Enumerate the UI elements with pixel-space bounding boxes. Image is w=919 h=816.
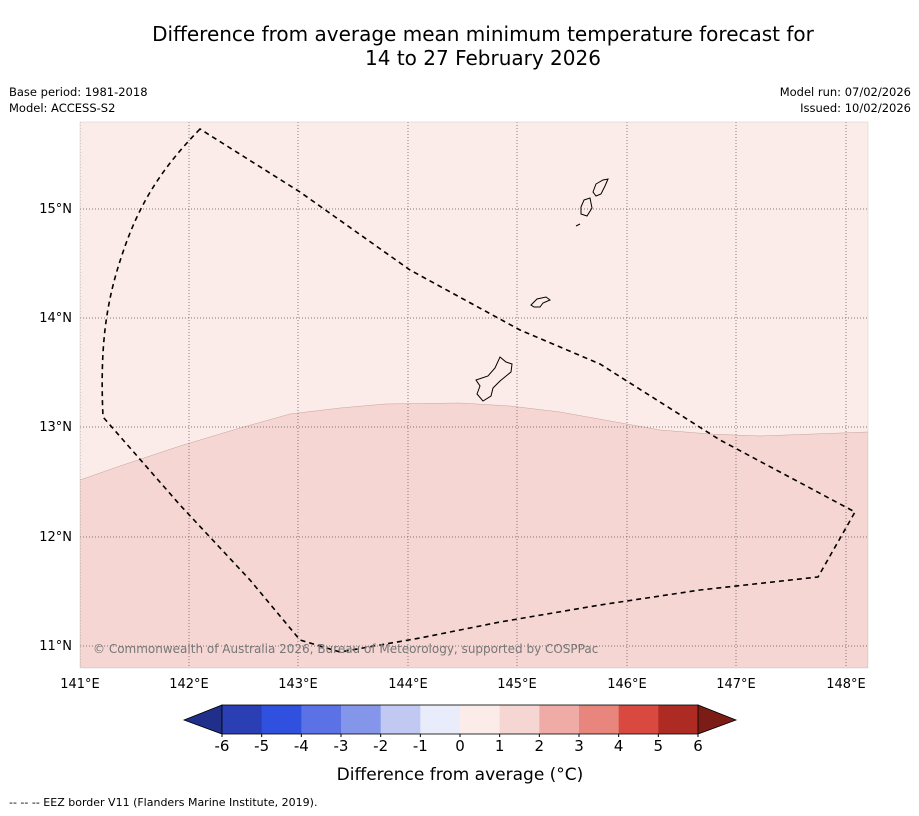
lat-axis: 15°N 14°N 13°N 12°N 11°N <box>39 202 72 654</box>
model-run: Model run: 07/02/2026 <box>779 85 911 99</box>
colorbar: -6 -5 -4 -3 -2 -1 0 1 2 3 4 5 6 Difference from aver… <box>182 704 738 785</box>
lon-tick-label: 142°E <box>169 677 209 692</box>
lon-tick-label: 148°E <box>826 677 866 692</box>
islands <box>475 178 609 402</box>
metadata-right: Model run: 07/02/2026 Issued: 10/02/2026 <box>780 84 911 116</box>
map-region-1-to-2 <box>80 402 868 668</box>
lon-tick-label: 144°E <box>388 677 428 692</box>
colorbar-tick-label: -5 <box>254 737 269 755</box>
colorbar-cell <box>658 705 699 734</box>
lon-tick-label: 146°E <box>607 677 647 692</box>
chart-title: Difference from average mean minimum tem… <box>0 22 919 70</box>
colorbar-tick-label: 5 <box>654 737 664 755</box>
colorbar-cell <box>539 705 580 734</box>
lat-tick-label: 11°N <box>39 639 72 654</box>
lat-tick-label: 15°N <box>39 202 72 217</box>
colorbar-cell <box>261 705 302 734</box>
lon-tick-label: 147°E <box>716 677 756 692</box>
colorbar-label: Difference from average (°C) <box>337 765 584 785</box>
colorbar-tick-label: 4 <box>614 737 624 755</box>
colorbar-cell <box>341 705 382 734</box>
colorbar-cell <box>579 705 620 734</box>
colorbar-cell <box>618 705 659 734</box>
lon-axis: 141°E 142°E 143°E 144°E 145°E 146°E 147°… <box>60 677 866 692</box>
colorbar-cell <box>222 705 263 734</box>
island-aguijan <box>575 223 581 227</box>
metadata-left: Base period: 1981-2018 Model: ACCESS-S2 <box>9 84 148 116</box>
lon-tick-label: 145°E <box>497 677 537 692</box>
lon-tick-label: 143°E <box>278 677 318 692</box>
lat-tick-label: 14°N <box>39 311 72 326</box>
colorbar-tick-label: 3 <box>574 737 584 755</box>
island-saipan <box>592 178 609 197</box>
colorbar-tick-label: -2 <box>373 737 388 755</box>
eez-border <box>101 127 857 653</box>
island-rota <box>530 296 551 308</box>
colorbar-tick-label: 1 <box>495 737 505 755</box>
colorbar-tick-label: -4 <box>294 737 309 755</box>
colorbar-tick-label: -6 <box>215 737 230 755</box>
copyright-text: © Commonwealth of Australia 2026, Bureau… <box>93 642 598 656</box>
colorbar-cell <box>420 705 461 734</box>
lat-tick-label: 13°N <box>39 420 72 435</box>
colorbar-tick-label: -3 <box>334 737 349 755</box>
island-guam <box>475 356 513 402</box>
model-name: Model: ACCESS-S2 <box>9 101 116 115</box>
colorbar-tick-label: 2 <box>535 737 545 755</box>
colorbar-over-arrow <box>697 704 738 735</box>
colorbar-cell <box>380 705 421 734</box>
colorbar-cell <box>460 705 501 734</box>
colorbar-cell <box>499 705 540 734</box>
island-tinian <box>580 197 593 217</box>
colorbar-cell <box>301 705 342 734</box>
footnote-eez: -- -- -- EEZ border V11 (Flanders Marine… <box>9 796 318 809</box>
title-line-1: Difference from average mean minimum tem… <box>152 22 814 46</box>
issued-date: Issued: 10/02/2026 <box>800 101 911 115</box>
lon-tick-label: 141°E <box>60 677 100 692</box>
title-line-2: 14 to 27 February 2026 <box>365 46 601 70</box>
base-period: Base period: 1981-2018 <box>9 85 148 99</box>
colorbar-tick-label: 0 <box>455 737 465 755</box>
map-border <box>79 121 869 669</box>
colorbar-tick-label: -1 <box>413 737 428 755</box>
map-gridlines <box>80 122 868 668</box>
colorbar-tick-label: 6 <box>693 737 703 755</box>
lat-tick-label: 12°N <box>39 530 72 545</box>
colorbar-under-arrow <box>182 704 223 735</box>
